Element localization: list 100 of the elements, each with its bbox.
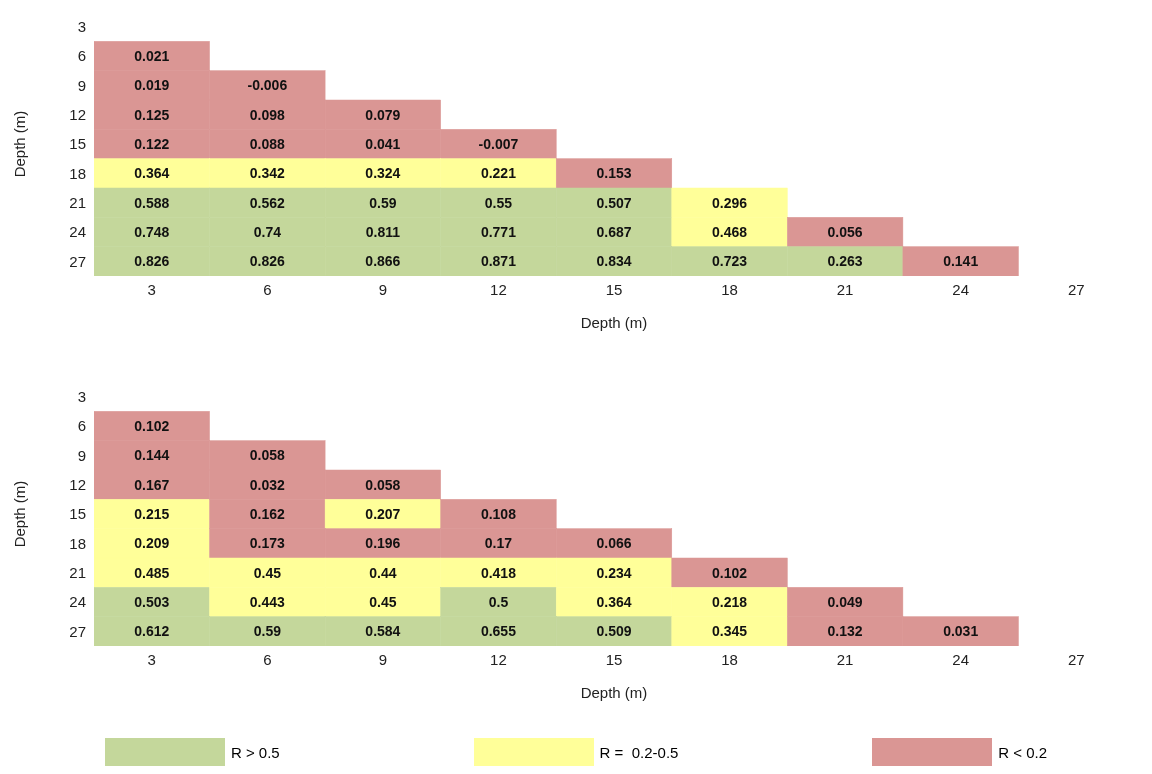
x-tick-label: 15 [605,280,623,298]
data-label: 0.102 [712,564,748,581]
x-tick-label: 12 [490,650,507,668]
data-label: 0.364 [134,165,170,182]
y-tick-label: 18 [69,534,86,552]
y-tick-label: 3 [77,17,86,35]
data-label: 0.866 [365,253,401,270]
data-label: 0.468 [712,224,748,240]
data-label: 0.871 [480,253,517,270]
data-label: 0.079 [365,106,401,123]
data-label: 0.056 [827,224,863,240]
data-label: 0.655 [480,623,517,640]
data-label: 0.167 [134,476,170,493]
data-label: 0.132 [827,623,863,640]
data-label: 0.296 [712,194,748,211]
data-label: 0.221 [480,165,517,182]
x-tick-label: 21 [836,650,854,668]
data-label: 0.418 [480,564,517,581]
data-label: 0.612 [134,623,170,640]
data-label: 0.342 [249,165,286,182]
data-label: 0.153 [596,165,632,182]
data-label: 0.562 [249,194,286,211]
data-label: 0.108 [480,506,517,522]
data-label: 0.162 [249,506,286,522]
y-tick-label: 15 [69,505,86,523]
y-tick-label: 27 [69,622,86,640]
x-tick-label: 24 [952,650,970,668]
data-label: 0.507 [596,194,632,211]
data-label: 0.771 [480,224,517,240]
data-label: 0.144 [134,447,170,464]
data-label: 0.509 [596,623,632,640]
data-label: 0.826 [134,253,170,270]
data-label: 0.345 [712,623,748,640]
data-label: 0.5 [488,594,509,610]
data-label: 0.74 [253,224,282,240]
y-tick-label: 3 [77,387,86,405]
data-label: 0.687 [596,224,632,240]
data-label: 0.102 [134,418,170,434]
y-tick-label: 6 [77,47,86,65]
data-label: 0.058 [249,447,286,464]
text: R = 0.2-0.5 [599,743,679,761]
data-label: 0.584 [365,623,401,640]
data-label: 0.066 [596,535,632,552]
data-label: 0.019 [134,77,170,94]
y-tick-label: 9 [77,76,86,94]
data-label: 0.031 [943,623,979,640]
data-label: 0.324 [365,165,401,182]
y-tick-label: 12 [69,105,86,123]
x-tick-label: 24 [952,280,970,298]
data-label: 0.55 [484,194,513,211]
x-tick-label: 6 [263,650,272,668]
y-tick-label: 18 [69,164,86,182]
y-tick-label: 24 [69,593,86,611]
data-label: 0.098 [249,106,286,123]
data-label: 0.45 [369,594,397,610]
x-tick-label: 3 [147,280,156,298]
data-label: -0.006 [247,77,288,94]
data-label: 0.364 [596,594,632,610]
data-label: 0.122 [134,136,170,152]
data-label: 0.588 [134,194,170,211]
x-tick-label: 18 [721,650,738,668]
x-axis-title: Depth (m) [580,314,648,331]
data-label: 0.811 [365,224,401,240]
x-tick-label: 6 [263,280,272,298]
data-label: 0.44 [369,564,397,581]
x-tick-label: 12 [490,280,507,298]
data-label: 0.218 [712,594,748,610]
y-tick-label: 21 [69,563,86,581]
data-label: 0.834 [596,253,632,270]
data-label: 0.234 [596,564,632,581]
x-tick-label: 21 [836,280,854,298]
data-label: 0.088 [249,136,286,152]
data-label: 0.207 [365,506,401,522]
data-label: 0.45 [253,564,282,581]
data-label: 0.59 [369,194,397,211]
y-axis-title: Depth (m) [11,110,29,178]
y-tick-label: 15 [69,135,86,153]
data-label: 0.263 [827,253,863,270]
data-label: 0.021 [134,48,170,64]
y-tick-label: 21 [69,193,86,211]
data-label: 0.125 [134,106,170,123]
data-label: 0.209 [134,535,170,552]
data-label: 0.485 [134,564,170,581]
data-label: 0.141 [943,253,979,270]
y-tick-label: 6 [77,417,86,435]
text: R > 0.5 [230,743,280,761]
data-label: 0.826 [249,253,286,270]
x-tick-label: 3 [147,650,156,668]
data-label: 0.173 [249,535,286,552]
data-label: 0.041 [365,136,401,152]
y-tick-label: 24 [69,223,86,241]
data-label: 0.215 [134,506,170,522]
x-tick-label: 15 [605,650,623,668]
data-label: 0.17 [484,535,513,552]
text: R < 0.2 [998,743,1048,761]
y-axis-title: Depth (m) [11,480,29,548]
data-label: 0.723 [712,253,748,270]
data-label: 0.503 [134,594,170,610]
y-tick-label: 27 [69,252,86,270]
x-axis-title: Depth (m) [580,684,648,701]
